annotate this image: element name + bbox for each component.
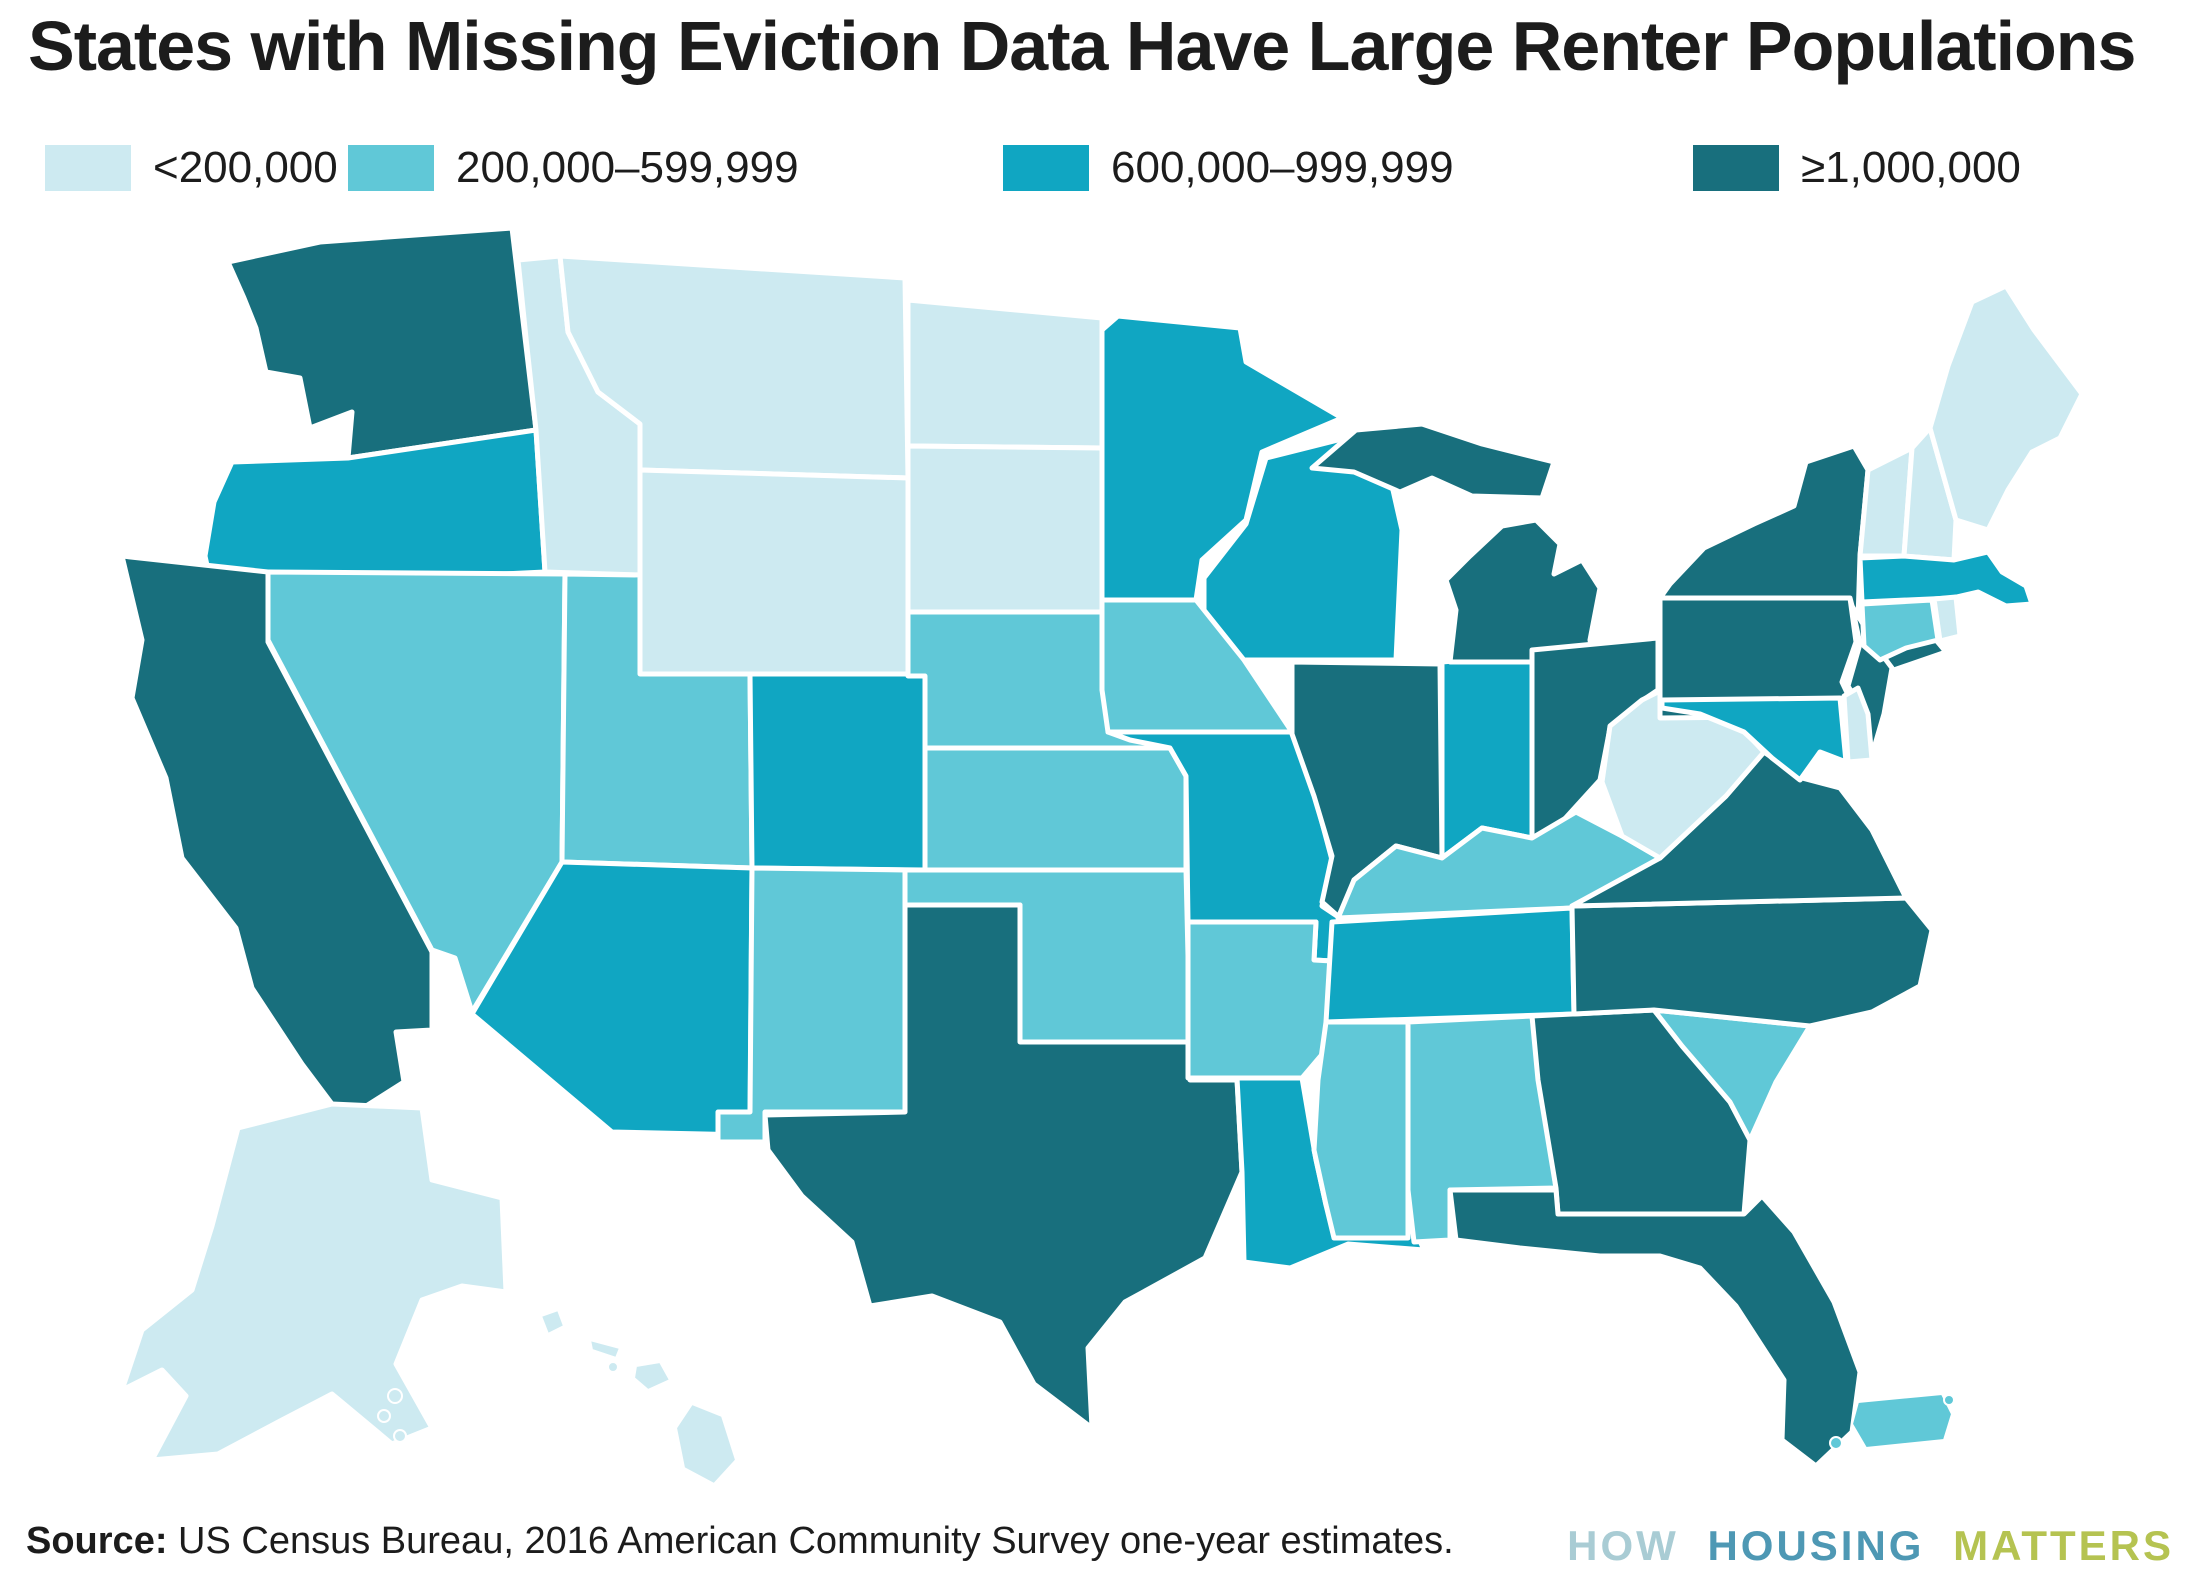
state-florida (1447, 1187, 1863, 1469)
territory-puerto-rico-islet (1829, 1436, 1843, 1450)
page-title: States with Missing Eviction Data Have L… (28, 7, 2136, 85)
legend-item: ≥1,000,000 (1693, 142, 2021, 194)
state-hawaii-oahu (589, 1339, 621, 1359)
legend-item: 600,000–999,999 (1003, 142, 1454, 194)
state-south-dakota (905, 443, 1115, 615)
legend-label: <200,000 (153, 143, 338, 192)
state-hawaii-maui (633, 1361, 671, 1391)
state-hawaii-kauai (540, 1309, 565, 1335)
legend: <200,000 200,000–599,999 600,000–999,999… (0, 142, 2200, 194)
state-alaska (119, 1101, 509, 1463)
state-wisconsin (1201, 435, 1405, 663)
legend-item: 200,000–599,999 (348, 142, 799, 194)
how-housing-matters-logo: HOW HOUSING MATTERS (1553, 1522, 2174, 1570)
legend-swatch-1m-plus (1693, 145, 1779, 191)
legend-swatch-600k-999k (1003, 145, 1089, 191)
legend-label: ≥1,000,000 (1801, 143, 2021, 192)
state-mississippi (1311, 1019, 1411, 1241)
state-tennessee (1323, 905, 1577, 1025)
state-michigan-upper-peninsula (1309, 421, 1557, 501)
legend-label: 200,000–599,999 (456, 143, 799, 192)
source-note: Source: US Census Bureau, 2016 American … (26, 1520, 1454, 1563)
state-kansas (922, 745, 1189, 873)
state-arizona (469, 859, 755, 1138)
logo-word-how: HOW (1567, 1522, 1679, 1569)
legend-swatch-under-200k (45, 145, 131, 191)
logo-word-housing: HOUSING (1707, 1522, 1925, 1569)
state-alaska-aleutian-island (393, 1429, 407, 1443)
legend-swatch-200k-599k (348, 145, 434, 191)
state-colorado (747, 671, 928, 873)
source-label: Source: (26, 1520, 168, 1562)
state-maryland (1659, 695, 1849, 783)
state-maine (1927, 283, 2085, 533)
source-text: US Census Bureau, 2016 American Communit… (167, 1520, 1454, 1562)
state-hawaii-big-island (675, 1403, 737, 1485)
state-alaska-aleutian-island (377, 1409, 391, 1423)
state-north-dakota (905, 297, 1105, 451)
state-delaware (1841, 685, 1875, 765)
territory-puerto-rico-islet (1943, 1394, 1955, 1406)
state-hawaii-molokai (607, 1361, 619, 1373)
logo-word-matters: MATTERS (1953, 1522, 2174, 1569)
legend-label: 600,000–999,999 (1111, 143, 1454, 192)
state-oregon (202, 427, 548, 581)
state-alaska-aleutian-island (387, 1388, 403, 1404)
legend-item: <200,000 (45, 142, 338, 194)
state-rhode-island (1931, 594, 1963, 644)
state-north-carolina (1569, 895, 1935, 1029)
state-wyoming (637, 467, 913, 677)
territory-puerto-rico (1851, 1393, 1953, 1449)
state-washington (225, 225, 539, 461)
state-michigan (1443, 517, 1603, 665)
state-new-hampshire (1901, 425, 1959, 563)
